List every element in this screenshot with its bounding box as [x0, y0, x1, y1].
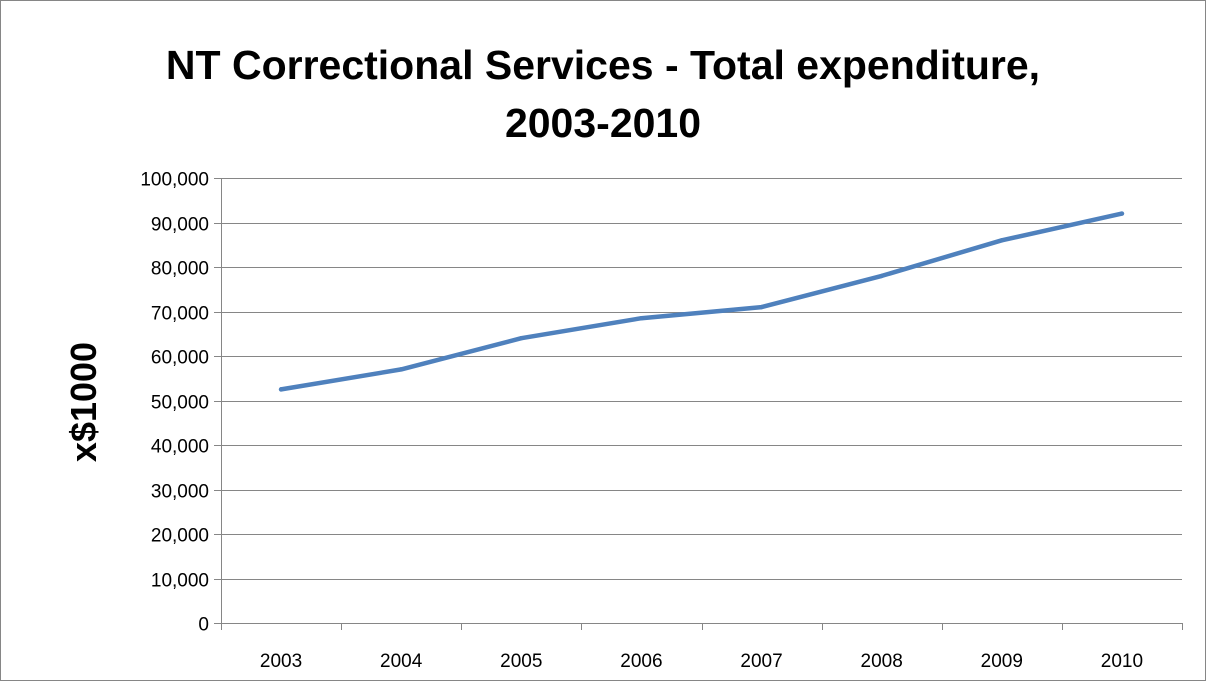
x-tick-label: 2008 — [861, 651, 903, 672]
x-tick-label: 2007 — [740, 651, 782, 672]
data-point — [759, 304, 764, 310]
data-point — [999, 238, 1005, 243]
y-tick-label: 30,000 — [151, 482, 209, 503]
y-tick-label: 10,000 — [151, 571, 209, 592]
y-tick-label: 20,000 — [151, 526, 209, 547]
data-point — [278, 387, 284, 392]
x-tick-label: 2010 — [1101, 651, 1143, 672]
y-axis-ticks: 0 10,000 20,000 30,000 40,000 50,000 60,000 70,… — [140, 170, 221, 636]
series-group — [278, 211, 1125, 392]
y-tick-label: 90,000 — [151, 215, 209, 236]
x-tick-label: 2003 — [260, 651, 302, 672]
data-point — [398, 367, 404, 372]
data-point — [1119, 211, 1125, 216]
chart-title: NT Correctional Services - Total expendi… — [0, 36, 1206, 152]
data-point — [639, 315, 644, 321]
series-line — [278, 211, 1125, 392]
y-tick-label: 70,000 — [151, 304, 209, 325]
y-axis-title: x$1000 — [63, 342, 104, 462]
x-tick-label: 2009 — [981, 651, 1023, 672]
x-tick-label: 2004 — [380, 651, 423, 672]
y-tick-label: 50,000 — [151, 393, 209, 414]
y-tick-label: 80,000 — [151, 259, 209, 280]
data-point — [879, 273, 884, 279]
axes — [221, 178, 1182, 624]
chart-title-line-1: NT Correctional Services - Total expendi… — [165, 42, 1041, 88]
x-axis-ticks: 2003 2004 2005 2006 2007 2008 2009 2010 — [221, 623, 1183, 672]
data-point — [519, 336, 524, 341]
y-tick-label: 0 — [198, 615, 209, 636]
y-tick-label: 40,000 — [151, 437, 209, 458]
x-tick-label: 2006 — [620, 651, 662, 672]
y-tick-label: 60,000 — [151, 348, 209, 369]
y-tick-label: 100,000 — [140, 170, 209, 191]
gridlines — [221, 178, 1182, 580]
x-tick-label: 2005 — [500, 651, 542, 672]
chart-title-line-2: 2003-2010 — [504, 100, 702, 146]
